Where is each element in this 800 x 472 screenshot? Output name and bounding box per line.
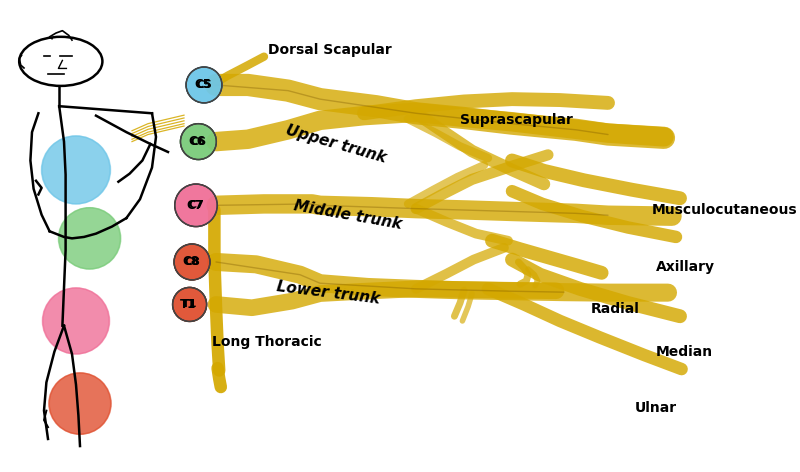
Ellipse shape (173, 287, 206, 321)
Ellipse shape (49, 373, 111, 434)
Text: Median: Median (656, 345, 713, 359)
Text: C8: C8 (184, 257, 200, 267)
Text: Musculocutaneous: Musculocutaneous (652, 203, 798, 217)
Ellipse shape (58, 208, 121, 269)
Text: Suprascapular: Suprascapular (460, 113, 573, 127)
Ellipse shape (174, 184, 218, 227)
Ellipse shape (42, 136, 110, 204)
Ellipse shape (59, 208, 120, 269)
Ellipse shape (173, 287, 206, 321)
Text: C5: C5 (196, 80, 212, 90)
Ellipse shape (174, 244, 210, 280)
Text: C6: C6 (188, 135, 206, 148)
Ellipse shape (42, 288, 110, 354)
Text: C8: C8 (182, 255, 199, 269)
Ellipse shape (174, 184, 218, 227)
Text: C7: C7 (186, 199, 203, 212)
Text: C6: C6 (190, 136, 206, 147)
Text: T1: T1 (182, 299, 198, 310)
Ellipse shape (181, 124, 216, 160)
Text: Long Thoracic: Long Thoracic (212, 335, 322, 349)
Text: T1: T1 (180, 298, 196, 311)
Ellipse shape (181, 124, 216, 160)
Text: Upper trunk: Upper trunk (284, 122, 388, 166)
Text: Dorsal Scapular: Dorsal Scapular (268, 42, 392, 57)
Text: Ulnar: Ulnar (634, 401, 677, 415)
Text: C5: C5 (194, 78, 211, 92)
Text: Middle trunk: Middle trunk (293, 198, 403, 232)
Text: C7: C7 (188, 200, 204, 211)
Ellipse shape (186, 67, 222, 103)
Ellipse shape (42, 136, 110, 204)
Text: Radial: Radial (590, 302, 639, 316)
Ellipse shape (186, 67, 222, 103)
Ellipse shape (43, 288, 109, 354)
Ellipse shape (50, 373, 110, 434)
Ellipse shape (174, 244, 210, 280)
Text: Axillary: Axillary (656, 260, 715, 274)
Text: Lower trunk: Lower trunk (275, 279, 381, 306)
